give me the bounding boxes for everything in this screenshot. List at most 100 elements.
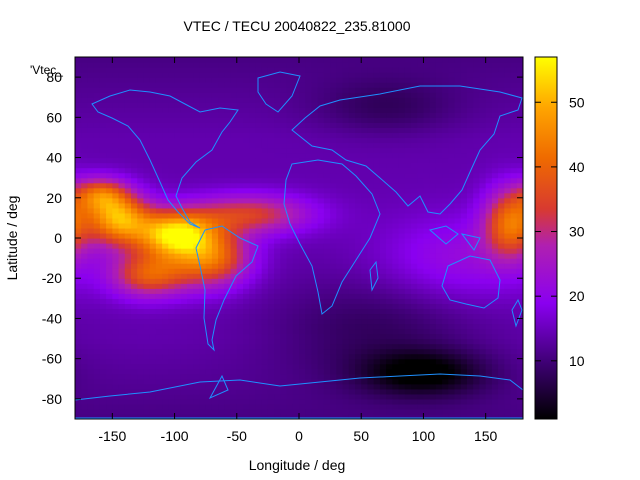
heatmap-cell	[361, 152, 369, 159]
heatmap-cell	[224, 157, 232, 164]
heatmap-cell	[137, 373, 145, 380]
heatmap-cell	[118, 378, 126, 385]
heatmap-cell	[361, 212, 369, 219]
heatmap-cell	[386, 162, 393, 169]
heatmap-cell	[131, 102, 138, 108]
heatmap-cell	[187, 117, 194, 123]
heatmap-cell	[280, 248, 288, 254]
heatmap-cell	[348, 378, 356, 385]
heatmap-cell	[311, 67, 319, 73]
heatmap-cell	[93, 232, 101, 239]
heatmap-cell	[442, 398, 449, 405]
heatmap-cell	[467, 413, 474, 419]
heatmap-cell	[392, 232, 400, 239]
heatmap-cell	[180, 152, 188, 159]
heatmap-cell	[236, 373, 244, 380]
heatmap-cell	[261, 172, 269, 179]
heatmap-cell	[187, 102, 194, 108]
heatmap-cell	[317, 62, 325, 68]
heatmap-cell	[255, 398, 263, 405]
heatmap-cell	[81, 303, 89, 309]
heatmap-cell	[168, 232, 176, 239]
heatmap-cell	[162, 132, 169, 139]
heatmap-cell	[411, 378, 418, 385]
heatmap-cell	[249, 182, 257, 189]
heatmap-cell	[124, 388, 132, 395]
heatmap-cell	[435, 353, 443, 360]
heatmap-cell	[199, 293, 207, 299]
heatmap-cell	[286, 338, 294, 345]
heatmap-cell	[292, 383, 300, 390]
heatmap-cell	[323, 253, 331, 259]
heatmap-cell	[249, 132, 257, 139]
heatmap-cell	[112, 137, 120, 144]
heatmap-cell	[392, 243, 400, 249]
heatmap-cell	[218, 117, 225, 123]
heatmap-cell	[292, 393, 300, 400]
heatmap-cell	[243, 187, 250, 194]
heatmap-cell	[280, 122, 288, 128]
heatmap-cell	[473, 238, 481, 244]
heatmap-cell	[131, 77, 138, 83]
heatmap-cell	[429, 318, 437, 325]
heatmap-cell	[124, 92, 132, 98]
heatmap-cell	[454, 102, 462, 108]
heatmap-cell	[112, 263, 120, 269]
heatmap-cell	[218, 57, 225, 63]
heatmap-cell	[211, 157, 219, 164]
heatmap-cell	[392, 358, 400, 365]
heatmap-cell	[218, 298, 225, 304]
heatmap-cell	[292, 77, 300, 83]
heatmap-cell	[292, 368, 300, 375]
heatmap-cell	[473, 318, 481, 325]
heatmap-cell	[386, 57, 393, 63]
heatmap-cell	[267, 373, 275, 380]
heatmap-cell	[448, 232, 456, 239]
heatmap-cell	[373, 313, 381, 320]
heatmap-cell	[93, 283, 101, 289]
heatmap-cell	[243, 293, 250, 299]
heatmap-cell	[112, 368, 120, 375]
heatmap-cell	[99, 227, 107, 234]
heatmap-cell	[205, 373, 213, 380]
heatmap-cell	[429, 217, 437, 224]
heatmap-cell	[417, 87, 425, 93]
heatmap-cell	[81, 157, 89, 164]
heatmap-cell	[317, 393, 325, 400]
heatmap-cell	[162, 177, 169, 184]
heatmap-cell	[336, 107, 344, 113]
heatmap-cell	[299, 278, 306, 284]
heatmap-cell	[460, 318, 468, 325]
heatmap-cell	[81, 388, 89, 395]
heatmap-cell	[454, 172, 462, 179]
heatmap-cell	[479, 172, 487, 179]
heatmap-cell	[118, 413, 126, 419]
heatmap-cell	[336, 408, 344, 415]
heatmap-cell	[435, 383, 443, 390]
heatmap-cell	[93, 243, 101, 249]
heatmap-cell	[355, 87, 362, 93]
heatmap-cell	[193, 298, 201, 304]
heatmap-cell	[193, 157, 201, 164]
heatmap-cell	[379, 288, 387, 294]
heatmap-cell	[367, 62, 375, 68]
heatmap-cell	[124, 383, 132, 390]
heatmap-cell	[255, 132, 263, 139]
heatmap-cell	[423, 197, 431, 204]
heatmap-cell	[112, 212, 120, 219]
heatmap-cell	[81, 368, 89, 375]
heatmap-cell	[112, 62, 120, 68]
heatmap-cell	[187, 62, 194, 68]
heatmap-cell	[75, 187, 82, 194]
heatmap-cell	[454, 92, 462, 98]
heatmap-cell	[305, 62, 313, 68]
heatmap-cell	[124, 323, 132, 330]
heatmap-cell	[243, 248, 250, 254]
heatmap-cell	[454, 278, 462, 284]
heatmap-cell	[305, 222, 313, 229]
heatmap-cell	[336, 308, 344, 315]
heatmap-cell	[180, 162, 188, 169]
heatmap-cell	[299, 333, 306, 340]
heatmap-cell	[137, 238, 145, 244]
heatmap-cell	[373, 353, 381, 360]
